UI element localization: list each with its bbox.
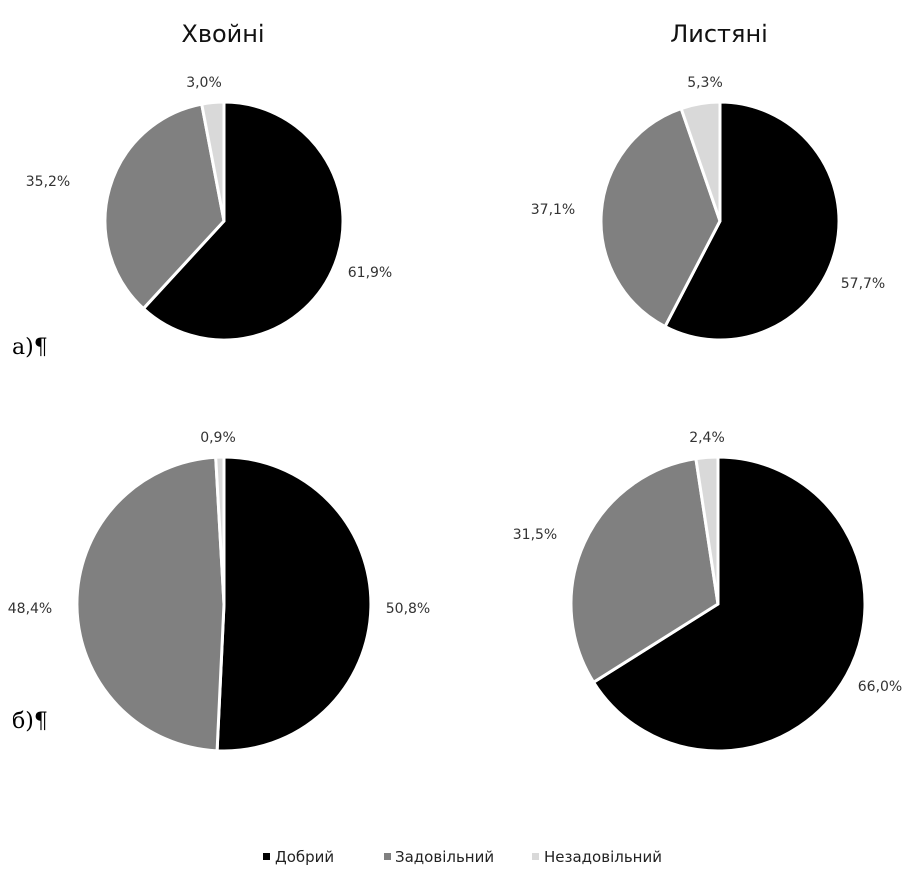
column-title-deciduous: Листяні <box>670 20 768 48</box>
pie-conifers-b: 50,8% 48,4% 0,9% <box>8 430 430 753</box>
pie-1-data-label-unsatisfactory: 5,3% <box>687 75 723 91</box>
pie-3-data-label-unsatisfactory: 2,4% <box>689 430 725 446</box>
pie-1-data-label-good: 57,7% <box>841 276 885 292</box>
pie-3-slice-unsatisfactory <box>694 455 720 606</box>
pie-0-slice-unsatisfactory <box>200 100 226 223</box>
pie-0-slice-good <box>141 100 345 342</box>
pie-2-slice-good <box>215 455 373 753</box>
pie-3-data-label-satisfactory: 31,5% <box>513 527 557 543</box>
pie-0-slice-satisfactory <box>103 102 226 311</box>
legend-label-good: Добрий <box>275 848 334 866</box>
pie-2-data-label-good: 50,8% <box>386 601 430 617</box>
column-title-conifers: Хвойні <box>181 20 264 48</box>
pie-0-data-label-unsatisfactory: 3,0% <box>186 75 222 91</box>
pie-3-data-label-good: 66,0% <box>858 679 902 695</box>
pie-0-data-label-good: 61,9% <box>348 265 392 281</box>
pie-1-slice-satisfactory <box>599 107 722 329</box>
pie-conifers-a: 61,9% 35,2% 3,0% <box>26 75 392 342</box>
pie-deciduous-a: 57,7% 37,1% 5,3% <box>531 75 885 342</box>
pie-3-slice-good <box>592 455 867 753</box>
legend-swatch-good <box>263 853 270 860</box>
panel-label-b: б)¶ <box>12 709 48 734</box>
pie-1-data-label-satisfactory: 37,1% <box>531 202 575 218</box>
pie-0-data-label-satisfactory: 35,2% <box>26 174 70 190</box>
pie-2-slice-satisfactory <box>75 455 226 753</box>
pie-deciduous-b: 66,0% 31,5% 2,4% <box>513 430 902 753</box>
pie-2-data-label-unsatisfactory: 0,9% <box>200 430 236 446</box>
legend-swatch-unsatisfactory <box>532 853 539 860</box>
pie-1-slice-good <box>663 100 841 342</box>
legend-label-satisfactory: Задовільний <box>395 848 494 866</box>
pie-2-slice-unsatisfactory <box>214 455 226 606</box>
pie-1-slice-unsatisfactory <box>679 100 722 223</box>
legend-swatch-satisfactory <box>384 853 391 860</box>
legend-label-unsatisfactory: Незадовільний <box>544 848 662 866</box>
panel-label-a: а)¶ <box>12 335 48 360</box>
legend: Добрий Задовільний Незадовільний <box>263 848 662 866</box>
pie-2-data-label-satisfactory: 48,4% <box>8 601 52 617</box>
pie-3-slice-satisfactory <box>569 457 720 684</box>
